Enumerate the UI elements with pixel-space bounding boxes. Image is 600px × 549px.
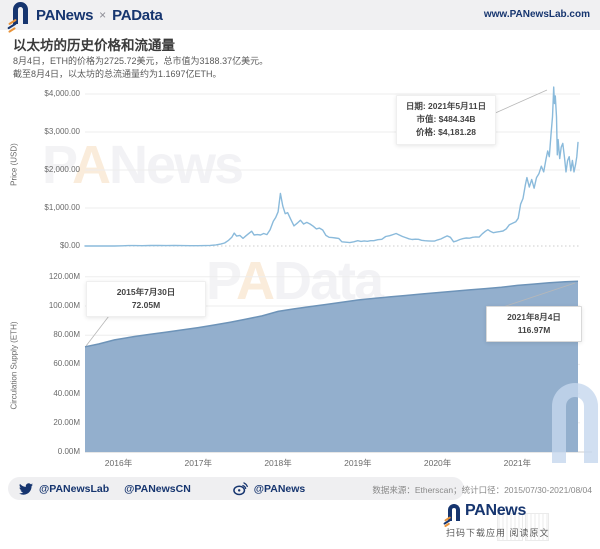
subtitle-line1: 8月4日，ETH的价格为2725.72美元，总市值为3188.37亿美元。 (13, 56, 269, 66)
watermark-letter: P (206, 251, 238, 311)
annotation-date: 2015年7月30日 (116, 287, 176, 297)
logo-separator: × (99, 8, 107, 22)
price-y-tick-label: $4,000.00 (44, 89, 80, 98)
page-title: 以太坊的历史价格和流通量 (13, 38, 175, 53)
supply-end-annotation: 2021年8月4日 116.97M (486, 306, 582, 343)
panews-logo-icon (7, 2, 30, 33)
logo-padata-text: PAData (112, 6, 163, 24)
supply-y-tick-label: 100.00M (48, 301, 80, 310)
panews-logo-icon (443, 504, 461, 528)
qr-code (497, 513, 523, 541)
subtitle-line2: 截至8月4日，以太坊的总流通量约为1.1697亿ETH。 (13, 69, 222, 79)
price-y-tick-label: $0.00 (59, 241, 80, 250)
panews-n-watermark (552, 383, 598, 463)
twitter-handle-panewscn[interactable]: @PANewsCN (124, 482, 191, 495)
supply-start-annotation: 2015年7月30日 72.05M (86, 281, 206, 318)
x-axis-tick-label: 2020年 (423, 458, 452, 468)
annotation-marketcap: 市值: $484.34B (416, 114, 476, 125)
website-link[interactable]: www.PANewsLab.com (483, 9, 590, 20)
supply-y-tick-label: 120.00M (48, 271, 80, 281)
price-peak-annotation: 日期: 2021年5月11日 市值: $484.34B 价格: $4,181.2… (396, 95, 496, 145)
supply-axis-title: Circulation Supply (ETH) (9, 321, 19, 410)
logo-arch-shape (13, 2, 28, 24)
weibo-handle-panews[interactable]: @PANews (253, 482, 306, 495)
annotation-value: 72.05M (131, 300, 161, 311)
panews-padata-logo: PANews × PAData (7, 2, 163, 33)
twitter-icon (19, 482, 33, 495)
weibo-icon (232, 482, 248, 496)
annotation-date: 2021年8月4日 (507, 312, 561, 322)
bottom-logo-text: PANews (465, 502, 527, 519)
annotation-date: 日期: 2021年5月11日 (405, 101, 487, 111)
annotation-value: 116.97M (517, 325, 551, 336)
annotation-price: 价格: $4,181.28 (415, 127, 476, 138)
price-y-tick-label: $1,000.00 (44, 203, 80, 212)
price-axis-title: Price (USD) (9, 143, 19, 186)
supply-y-tick-label: 20.00M (53, 417, 80, 427)
logo-panews-text: PANews (36, 6, 94, 24)
watermark-letters: Data (273, 251, 384, 311)
bottom-caption: 扫码下载应用 阅读原文 (446, 528, 550, 538)
supply-y-tick-label: 80.00M (53, 330, 80, 340)
x-axis-tick-label: 2017年 (184, 458, 212, 468)
price-y-tick-label: $2,000.00 (44, 165, 80, 174)
price-y-tick-label: $3,000.00 (44, 127, 80, 136)
x-axis-tick-label: 2018年 (264, 458, 292, 468)
watermark-letter: P (42, 135, 74, 195)
qr-code (525, 513, 549, 541)
watermark-letters: News (109, 135, 244, 195)
x-axis-tick-label: 2016年 (104, 458, 133, 468)
supply-y-tick-label: 60.00M (53, 359, 80, 369)
x-axis-tick-label: 2021年 (503, 458, 532, 468)
watermark-padata: PAData (206, 250, 384, 312)
social-bar: @PANewsLab @PANewsCN @PANews (8, 477, 464, 500)
logo-arch-shape (448, 504, 460, 521)
x-axis-tick-label: 2019年 (344, 458, 372, 468)
data-source: 数据来源：Etherscan；统计口径：2015/07/30-2021/08/0… (372, 485, 592, 495)
supply-y-tick-label: 40.00M (53, 388, 80, 398)
header-bar: PANews × PAData www.PANewsLab.com (0, 0, 600, 33)
watermark-letter: A (236, 251, 275, 311)
supply-y-tick-label: 0.00M (57, 447, 80, 456)
twitter-handle-panewslab[interactable]: @PANewsLab (39, 482, 110, 495)
bottom-panews-logo: PANews (443, 502, 527, 528)
